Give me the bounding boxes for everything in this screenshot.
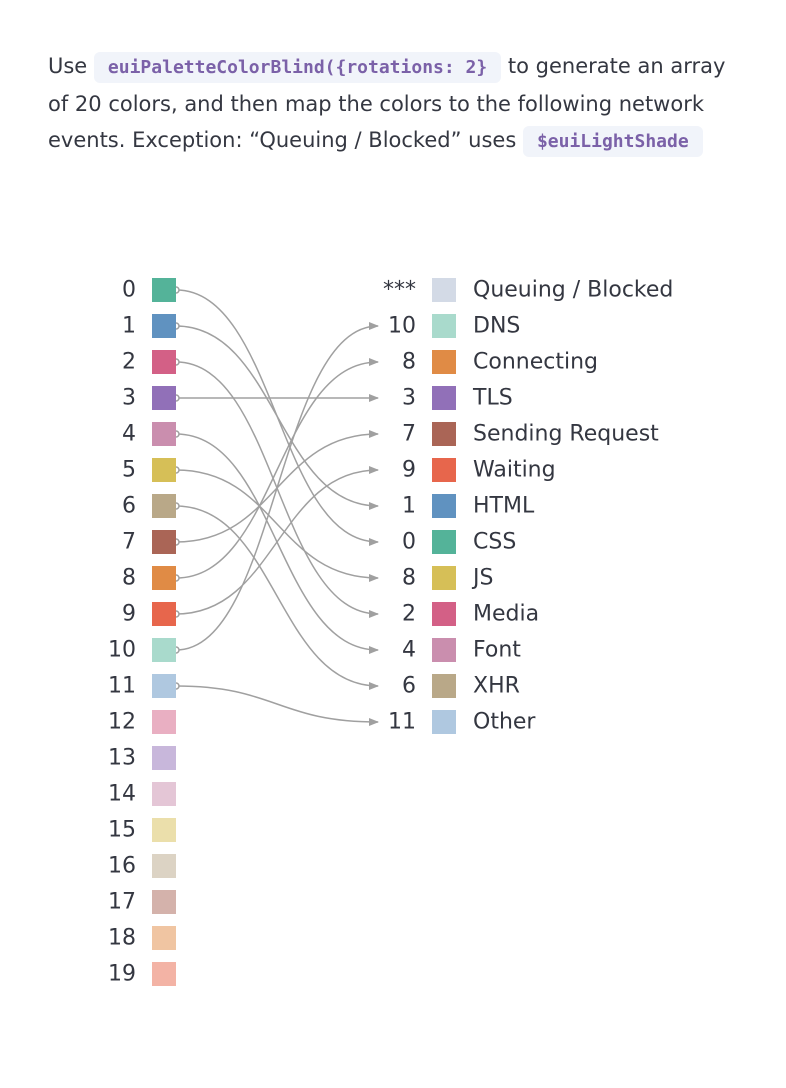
event-palette-ref: *** — [383, 278, 416, 303]
event-palette-ref: 8 — [402, 566, 416, 591]
event-label: Sending Request — [473, 422, 659, 447]
palette-swatch — [152, 530, 176, 554]
event-swatch — [432, 458, 456, 482]
event-palette-ref: 3 — [402, 386, 416, 411]
palette-index: 0 — [122, 278, 136, 303]
event-label: CSS — [473, 530, 516, 555]
event-label: Queuing / Blocked — [473, 278, 673, 303]
palette-swatch — [152, 962, 176, 986]
palette-index: 14 — [108, 782, 136, 807]
event-swatch — [432, 710, 456, 734]
palette-index: 3 — [122, 386, 136, 411]
event-palette-ref: 0 — [402, 530, 416, 555]
palette-index: 17 — [108, 890, 136, 915]
palette-swatch — [152, 638, 176, 662]
intro-prefix: Use — [48, 54, 88, 78]
event-label: DNS — [473, 314, 520, 339]
connector-line — [175, 361, 379, 618]
event-swatch — [432, 422, 456, 446]
palette-index: 2 — [122, 350, 136, 375]
event-swatch — [432, 386, 456, 410]
palette-swatch — [152, 890, 176, 914]
palette-index: 8 — [122, 566, 136, 591]
event-palette-ref: 6 — [402, 674, 416, 699]
event-palette-ref: 10 — [388, 314, 416, 339]
palette-index: 9 — [122, 602, 136, 627]
palette-swatch — [152, 746, 176, 770]
palette-swatch — [152, 350, 176, 374]
event-swatch — [432, 494, 456, 518]
event-swatch — [432, 530, 456, 554]
connector-line — [175, 505, 379, 690]
palette-swatch — [152, 710, 176, 734]
palette-swatch — [152, 602, 176, 626]
palette-swatch — [152, 782, 176, 806]
palette-swatch — [152, 926, 176, 950]
event-label: Media — [473, 602, 539, 627]
event-swatch — [432, 314, 456, 338]
palette-index: 18 — [108, 926, 136, 951]
event-label: Connecting — [473, 350, 598, 375]
palette-swatch — [152, 278, 176, 302]
connector-lines — [172, 286, 379, 726]
palette-swatch — [152, 458, 176, 482]
palette-swatch — [152, 386, 176, 410]
palette-index: 6 — [122, 494, 136, 519]
palette-index: 4 — [122, 422, 136, 447]
palette-swatch — [152, 494, 176, 518]
palette-index: 13 — [108, 746, 136, 771]
palette-index: 5 — [122, 458, 136, 483]
palette-index: 1 — [122, 314, 136, 339]
palette-index: 16 — [108, 854, 136, 879]
event-label: Font — [473, 638, 521, 663]
event-swatch — [432, 674, 456, 698]
event-swatch — [432, 602, 456, 626]
palette-index: 10 — [108, 638, 136, 663]
palette-swatch — [152, 314, 176, 338]
palette-index: 7 — [122, 530, 136, 555]
event-swatch — [432, 278, 456, 302]
connector-line — [175, 289, 379, 546]
intro-paragraph: Use euiPaletteColorBlind({rotations: 2} … — [48, 48, 748, 160]
intro-middle: to generate an array of 20 colors, and t… — [48, 54, 726, 152]
connector-line — [175, 358, 379, 579]
event-label: TLS — [472, 386, 513, 411]
palette-swatch — [152, 674, 176, 698]
code-light-shade: $euiLightShade — [522, 126, 703, 157]
palette-index: 19 — [108, 962, 136, 987]
event-label: JS — [471, 566, 493, 591]
event-palette-ref: 2 — [402, 602, 416, 627]
connector-line — [175, 433, 379, 654]
event-palette-ref: 4 — [402, 638, 416, 663]
event-palette-ref: 8 — [402, 350, 416, 375]
code-palette-function: euiPaletteColorBlind({rotations: 2} — [93, 52, 502, 83]
event-label: Other — [473, 710, 536, 735]
event-palette-ref: 11 — [388, 710, 416, 735]
event-palette-ref: 1 — [402, 494, 416, 519]
palette-swatch — [152, 854, 176, 878]
event-label: HTML — [473, 494, 535, 519]
connector-line — [175, 469, 379, 582]
palette-index: 15 — [108, 818, 136, 843]
event-label: XHR — [473, 674, 520, 699]
event-label: Waiting — [473, 458, 556, 483]
palette-swatch — [152, 566, 176, 590]
event-swatch — [432, 566, 456, 590]
palette-swatch — [152, 818, 176, 842]
palette-index: 11 — [108, 674, 136, 699]
event-swatch — [432, 350, 456, 374]
palette-index: 12 — [108, 710, 136, 735]
intro-text: Use euiPaletteColorBlind({rotations: 2} … — [48, 48, 748, 160]
event-palette-ref: 9 — [402, 458, 416, 483]
palette-swatch — [152, 422, 176, 446]
event-swatch — [432, 638, 456, 662]
connector-line — [175, 685, 379, 726]
event-palette-ref: 7 — [402, 422, 416, 447]
